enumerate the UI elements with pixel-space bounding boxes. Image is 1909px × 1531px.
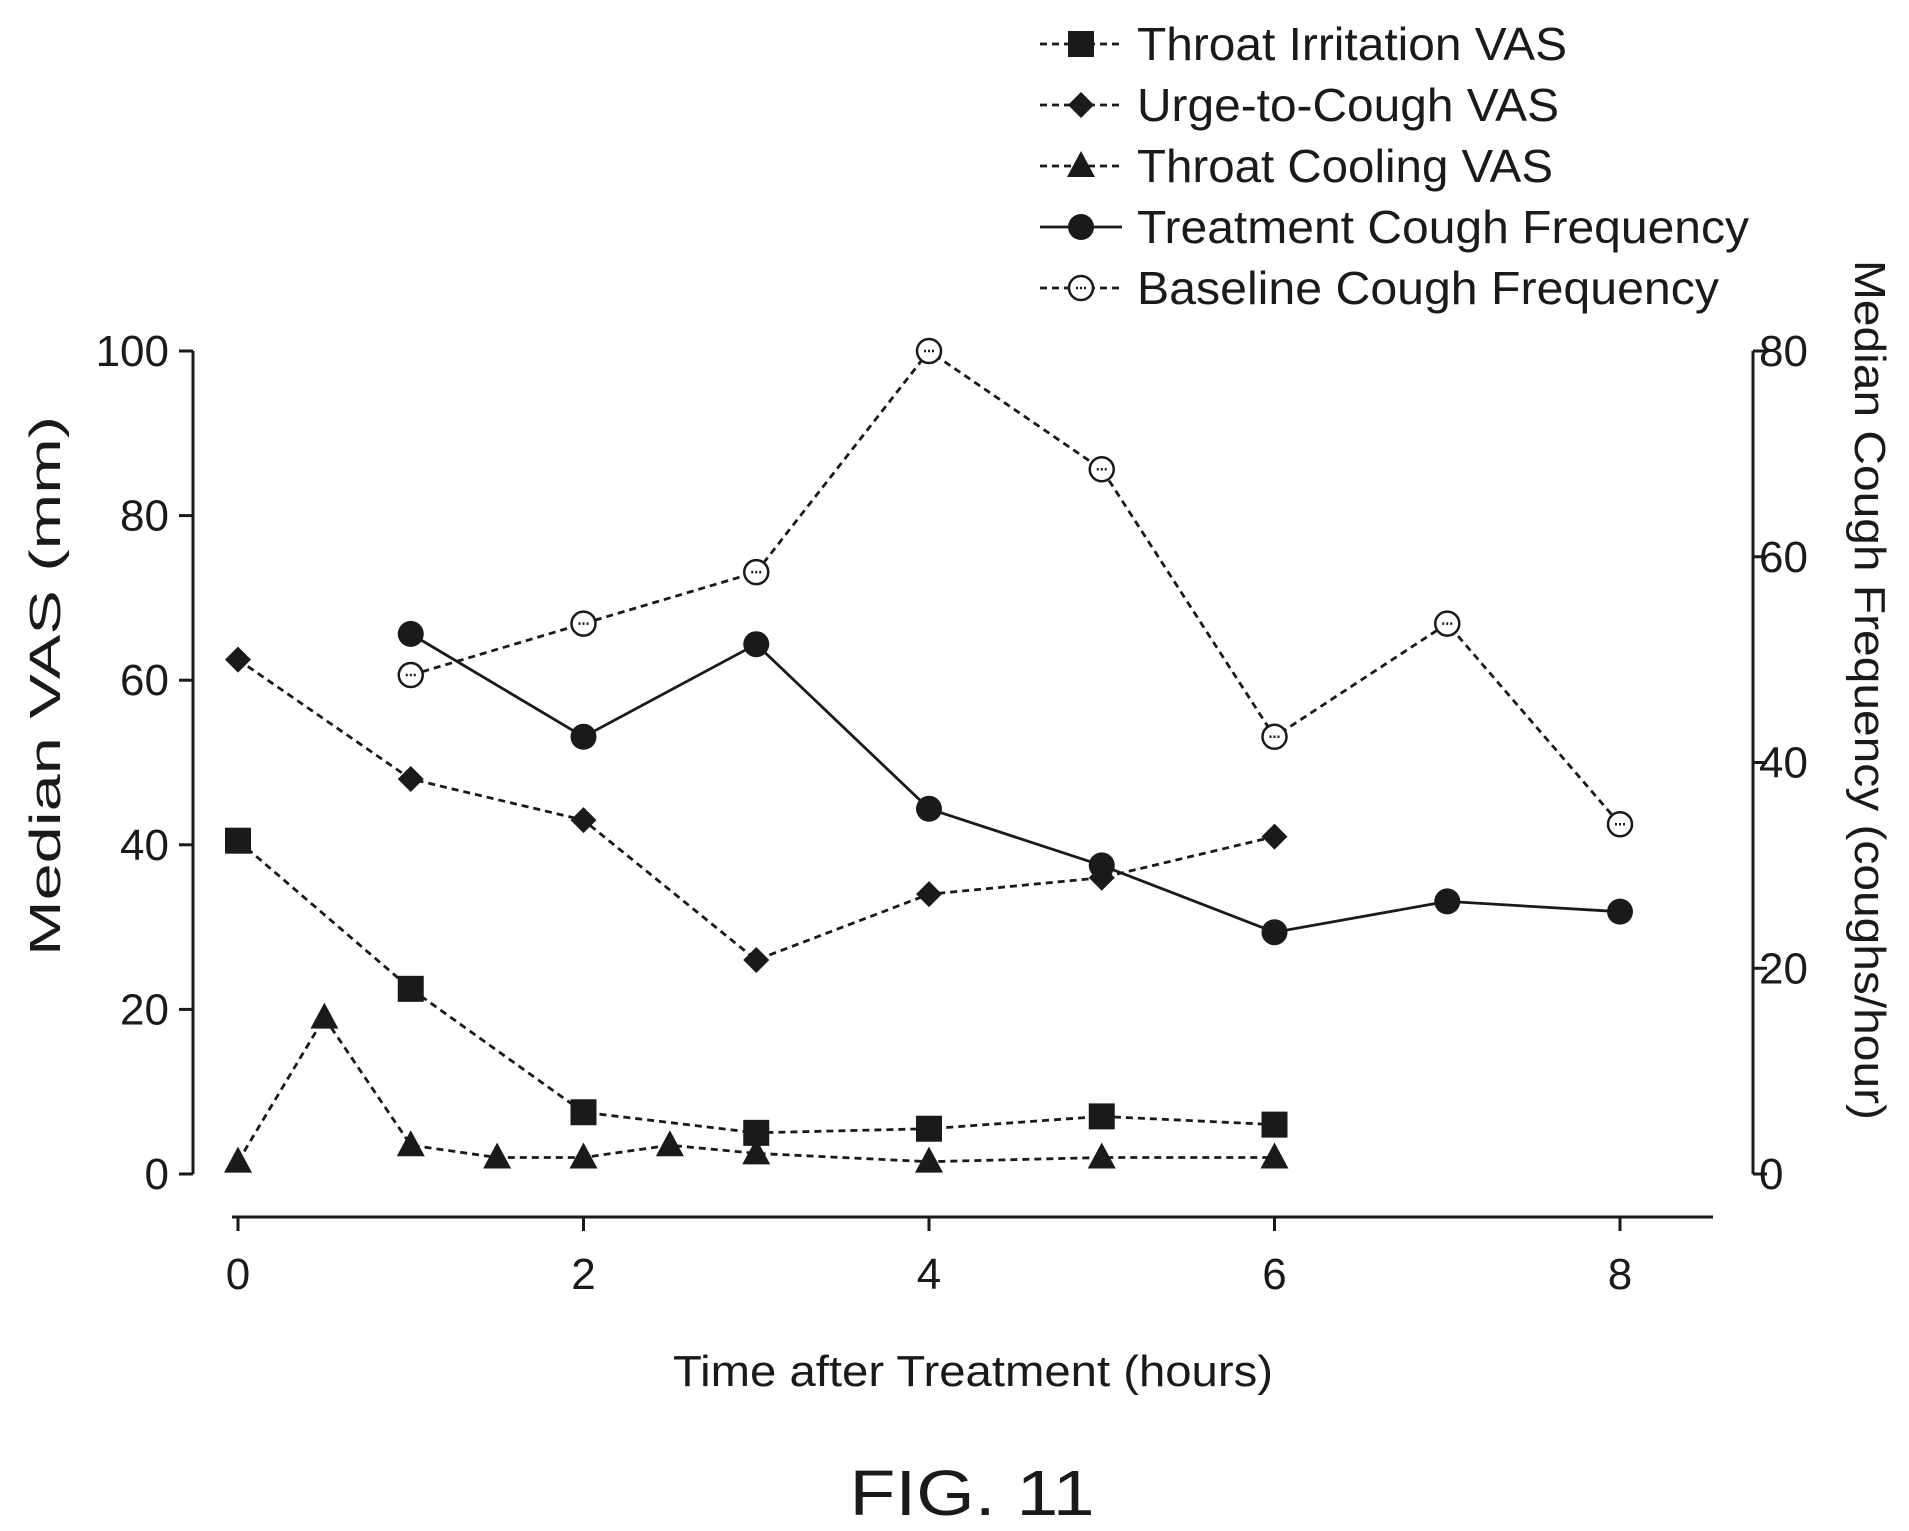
data-point <box>397 620 424 647</box>
legend-marker <box>1068 214 1094 240</box>
series-line <box>236 1014 1275 1164</box>
left-y-tick-label: 60 <box>120 656 169 705</box>
data-point <box>1434 888 1461 915</box>
legend-marker <box>1067 151 1095 177</box>
legend-item: Urge-to-Cough VAS <box>1040 79 1559 131</box>
data-point <box>742 1138 771 1165</box>
series-treatment-cough-frequency <box>397 620 1633 946</box>
x-tick-label: 2 <box>571 1250 595 1299</box>
legend-label: Throat Cooling VAS <box>1137 140 1553 192</box>
data-point <box>224 1146 252 1173</box>
data-point <box>225 646 251 673</box>
data-point <box>310 1002 339 1029</box>
data-point <box>396 1130 425 1157</box>
data-point <box>397 765 424 792</box>
right-y-tick-label: 0 <box>1759 1150 1783 1199</box>
left-y-tick-label: 40 <box>120 821 169 870</box>
data-point <box>483 1142 512 1169</box>
data-point <box>916 881 942 908</box>
legend-label: Baseline Cough Frequency <box>1137 262 1719 314</box>
x-axis-label: Time after Treatment (hours) <box>673 1347 1273 1396</box>
data-point <box>1261 919 1288 946</box>
data-point <box>225 827 251 854</box>
data-point <box>655 1130 684 1157</box>
data-point <box>1088 1103 1115 1130</box>
x-tick-label: 8 <box>1608 1250 1632 1299</box>
series-line <box>237 839 1275 1135</box>
right-axis-label: Median Cough Frequency (coughs/hour) <box>1845 260 1894 1120</box>
legend-item: Throat Cooling VAS <box>1040 140 1553 192</box>
left-y-tick-label: 20 <box>120 985 169 1034</box>
left-axis-label: Median VAS (mm) <box>21 416 70 956</box>
data-point <box>1087 1142 1116 1169</box>
data-point <box>915 1146 943 1173</box>
legend-item: Baseline Cough Frequency <box>1040 262 1719 314</box>
data-point <box>1088 456 1115 483</box>
chart-legend: Throat Irritation VAS Urge-to-Cough VAS Th… <box>1040 18 1749 314</box>
x-tick-label: 0 <box>226 1250 250 1299</box>
legend-marker <box>1068 92 1094 118</box>
right-y-tick-label: 80 <box>1759 327 1808 376</box>
series-line <box>410 632 1621 934</box>
data-point <box>1607 898 1633 925</box>
x-tick-label: 6 <box>1262 1250 1286 1299</box>
data-point <box>1434 610 1461 637</box>
legend-label: Throat Irritation VAS <box>1137 18 1567 70</box>
data-point <box>916 1115 942 1142</box>
series-throat-cooling-vas <box>224 1002 1289 1173</box>
data-point <box>916 795 942 822</box>
data-point <box>570 1099 597 1126</box>
data-point <box>569 1142 598 1169</box>
right-y-tick-label: 60 <box>1759 533 1808 582</box>
data-point <box>915 337 943 365</box>
legend-item: Throat Irritation VAS <box>1040 18 1567 70</box>
right-y-tick-label: 20 <box>1759 944 1808 993</box>
data-point <box>743 558 770 586</box>
data-point <box>1261 723 1288 751</box>
data-point <box>743 947 770 974</box>
left-y-tick-label: 0 <box>145 1150 169 1199</box>
data-point <box>570 610 597 637</box>
data-point <box>570 807 597 834</box>
series-line <box>237 658 1275 962</box>
data-point <box>1606 810 1634 838</box>
series-urge-to-cough-vas <box>225 646 1288 974</box>
legend-label: Treatment Cough Frequency <box>1137 201 1749 253</box>
legend-marker <box>1068 31 1094 57</box>
legend-marker <box>1067 274 1095 302</box>
legend-item: Treatment Cough Frequency <box>1040 201 1749 253</box>
data-point <box>397 661 424 689</box>
data-point <box>743 631 770 658</box>
figure-label: FIG. 11 <box>850 1457 1095 1529</box>
data-point <box>1261 823 1288 850</box>
data-point <box>1261 1111 1288 1138</box>
x-tick-label: 4 <box>917 1250 941 1299</box>
chart-series-layer <box>224 337 1634 1173</box>
series-line <box>410 349 1622 826</box>
data-point <box>1088 852 1115 879</box>
legend-label: Urge-to-Cough VAS <box>1137 79 1559 131</box>
right-y-tick-label: 40 <box>1759 739 1808 788</box>
series-baseline-cough-frequency <box>397 337 1634 838</box>
data-point <box>397 975 424 1002</box>
data-point <box>1260 1142 1289 1169</box>
data-point <box>570 723 597 750</box>
left-y-tick-label: 100 <box>96 327 169 376</box>
left-y-tick-label: 80 <box>120 492 169 541</box>
chart-axes: 0 20 40 60 80 100 0 20 40 60 80 0 2 4 6 8 <box>96 327 1808 1299</box>
